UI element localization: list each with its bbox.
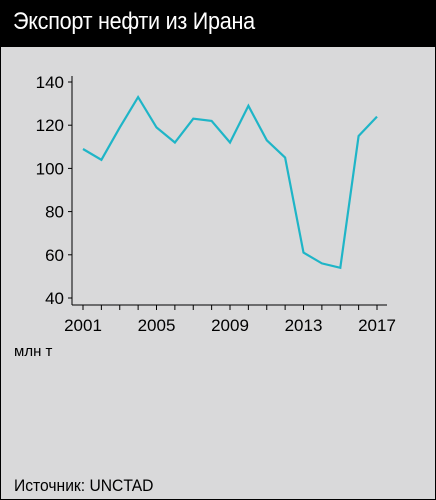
x-tick-label: 2017 — [358, 316, 396, 335]
y-tick-label: 40 — [45, 289, 64, 308]
y-tick-label: 60 — [45, 246, 64, 265]
series-layer — [82, 94, 378, 270]
chart-title: Экспорт нефти из Ирана — [13, 8, 255, 35]
unit-label: млн т — [14, 343, 53, 360]
x-tick-label: 2001 — [64, 316, 102, 335]
y-tick-label: 120 — [36, 116, 64, 135]
x-tick-label: 2005 — [138, 316, 176, 335]
x-axis: 2001 2005 2009 2013 2017 — [64, 304, 396, 335]
series-line — [82, 94, 378, 270]
source-label: Источник: UNCTAD — [14, 476, 154, 495]
y-axis: 40 60 80 100 120 140 — [36, 73, 73, 308]
y-tick-label: 80 — [45, 203, 64, 222]
title-bar: Экспорт нефти из Ирана — [1, 1, 436, 47]
line-chart: 40 60 80 100 120 140 2001 2005 2009 2013 2017 — [36, 73, 396, 335]
x-tick-label: 2009 — [211, 316, 249, 335]
y-tick-label: 100 — [36, 159, 64, 178]
y-tick-label: 140 — [36, 73, 64, 92]
x-tick-label: 2013 — [285, 316, 323, 335]
